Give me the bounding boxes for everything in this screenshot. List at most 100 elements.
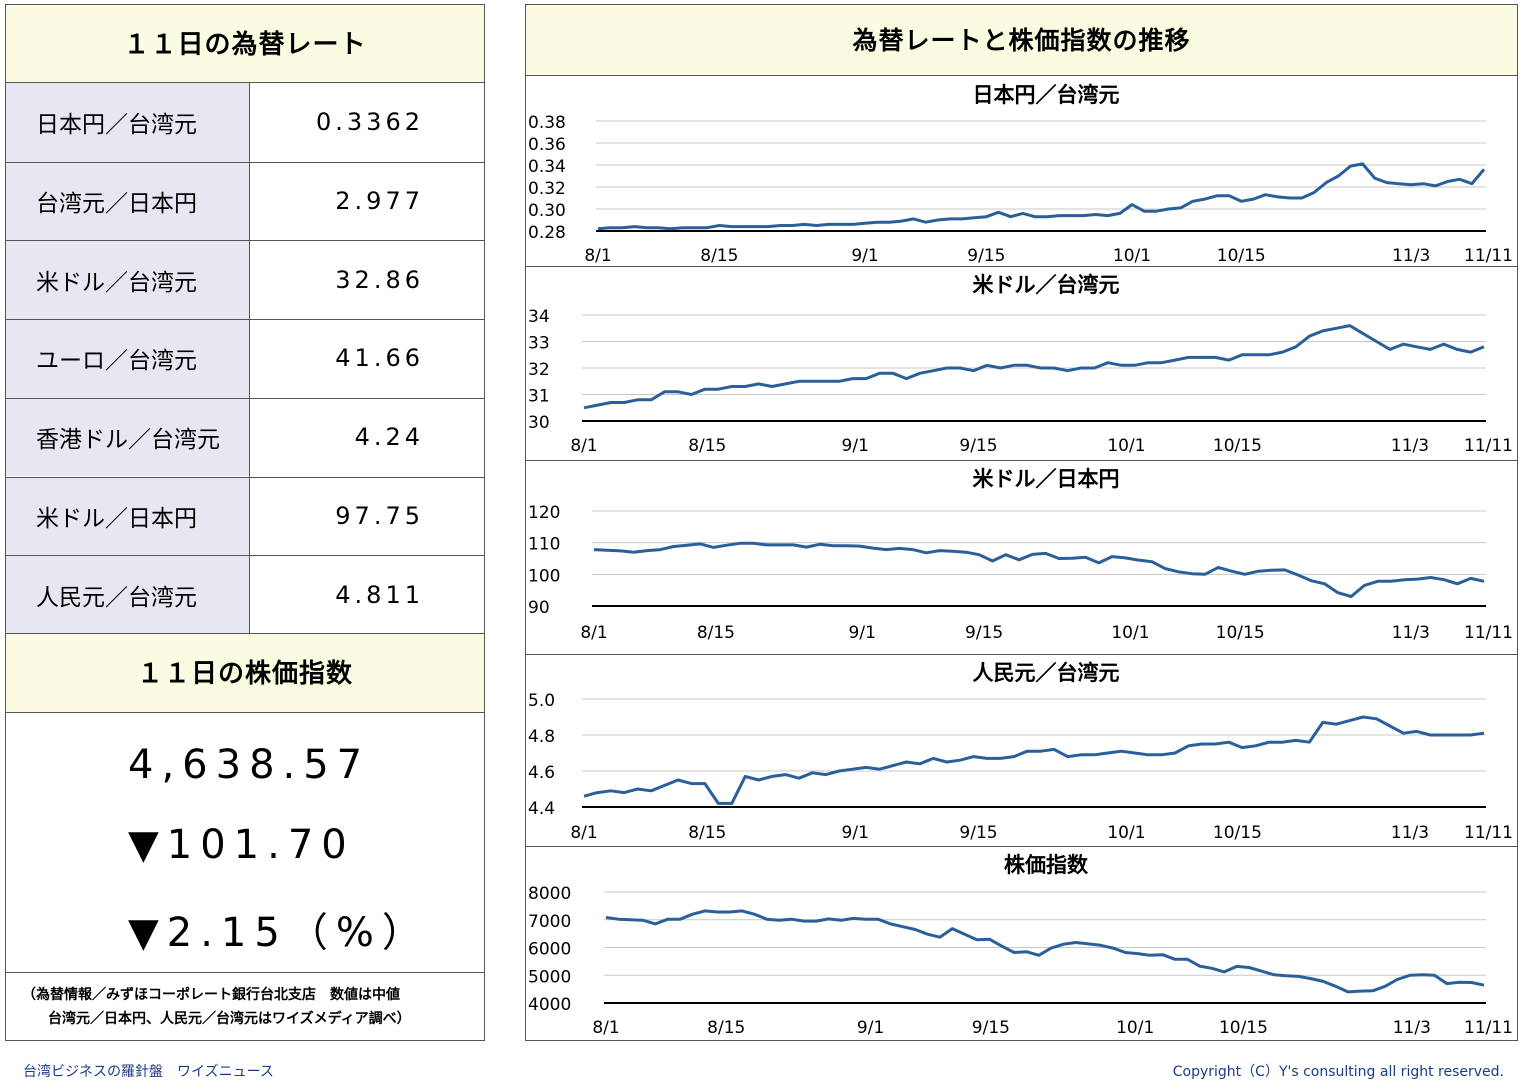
rate-value: 4.24	[354, 423, 424, 452]
x-tick-label: 11/11	[1464, 623, 1513, 643]
chart-panel	[525, 4, 1518, 1041]
stock-index-value: 4,638.57	[128, 742, 371, 788]
x-tick-label: 8/15	[700, 246, 738, 266]
rate-label: 米ドル／日本円	[6, 476, 249, 556]
x-tick-label: 9/15	[959, 823, 997, 843]
x-tick-label: 10/1	[1107, 823, 1145, 843]
x-tick-label: 8/1	[580, 623, 607, 643]
x-tick-label: 9/1	[849, 623, 876, 643]
rate-label: 人民元／台湾元	[6, 555, 249, 634]
x-tick-label: 11/3	[1392, 623, 1430, 643]
stock-title: １１日の株価指数	[6, 634, 484, 712]
x-tick-label: 9/1	[842, 436, 869, 456]
y-tick-label: 0.34	[528, 157, 566, 177]
x-tick-label: 9/1	[857, 1018, 884, 1038]
chart-title: 株価指数	[1004, 853, 1089, 877]
chart-title: 日本円／台湾元	[973, 83, 1120, 107]
stock-change-percent: ▼2.15（%）	[128, 910, 430, 956]
x-tick-label: 8/1	[592, 1018, 619, 1038]
x-tick-label: 11/11	[1464, 246, 1513, 266]
series-line	[597, 162, 1486, 231]
x-tick-label: 10/1	[1111, 623, 1149, 643]
series-line	[605, 909, 1485, 994]
divider	[6, 82, 484, 83]
rate-value: 41.66	[335, 344, 424, 373]
x-tick-label: 9/15	[967, 246, 1005, 266]
divider	[6, 972, 484, 973]
x-tick-label: 8/15	[688, 436, 726, 456]
y-tick-label: 34	[528, 307, 550, 327]
x-tick-label: 9/1	[842, 823, 869, 843]
y-tick-label: 4.4	[528, 799, 555, 819]
rate-value: 2.977	[335, 187, 424, 216]
divider	[526, 75, 1517, 76]
y-tick-label: 30	[528, 413, 550, 433]
divider	[6, 397, 484, 399]
y-tick-label: 8000	[528, 884, 571, 904]
divider	[6, 476, 484, 478]
x-tick-label: 10/1	[1116, 1018, 1154, 1038]
x-tick-label: 11/11	[1464, 1018, 1513, 1038]
series-line	[583, 715, 1485, 805]
rate-value: 32.86	[335, 265, 424, 294]
source-note-line2: 台湾元／日本円、人民元／台湾元はワイズメディア調べ）	[48, 1011, 411, 1027]
rate-value: 4.811	[335, 580, 424, 609]
x-tick-label: 8/15	[688, 823, 726, 843]
divider	[6, 712, 484, 713]
y-tick-label: 7000	[528, 912, 571, 932]
rate-label: 香港ドル／台湾元	[6, 397, 249, 477]
source-note-line1: （為替情報／みずほコーポレート銀行台北支店 数値は中値	[22, 987, 400, 1003]
y-tick-label: 0.32	[528, 179, 566, 199]
rate-value: 0.3362	[316, 108, 424, 137]
x-tick-label: 10/1	[1113, 246, 1151, 266]
y-tick-label: 100	[528, 566, 560, 586]
y-tick-label: 4000	[528, 995, 571, 1015]
x-tick-label: 10/15	[1213, 436, 1262, 456]
y-tick-label: 5000	[528, 967, 571, 987]
x-tick-label: 9/15	[959, 436, 997, 456]
x-tick-label: 10/1	[1107, 436, 1145, 456]
rates-title: １１日の為替レート	[6, 5, 484, 82]
x-tick-label: 10/15	[1217, 246, 1266, 266]
rate-label: ユーロ／台湾元	[6, 319, 249, 398]
chart-title: 人民元／台湾元	[973, 661, 1120, 685]
divider	[6, 319, 484, 321]
x-tick-label: 10/15	[1213, 823, 1262, 843]
y-tick-label: 0.36	[528, 135, 566, 155]
x-tick-label: 8/1	[584, 246, 611, 266]
chart-title: 米ドル／台湾元	[973, 273, 1120, 297]
divider	[249, 83, 250, 633]
x-tick-label: 11/3	[1391, 823, 1429, 843]
y-tick-label: 31	[528, 387, 550, 407]
chart-title: 米ドル／日本円	[973, 467, 1120, 491]
rate-label: 日本円／台湾元	[6, 83, 249, 162]
line-chart: 株価指数 4000 5000 6000 7000 8000 8/1 8/15 9/1 9/15 10…	[526, 846, 1517, 1038]
line-chart: 日本円／台湾元 0.280.300.320.340.360.38 8/1 8/15 9/…	[528, 83, 1513, 266]
y-tick-label: 0.38	[528, 113, 566, 133]
x-tick-label: 9/15	[965, 623, 1003, 643]
y-tick-label: 4.8	[528, 727, 555, 747]
x-tick-label: 9/15	[972, 1018, 1010, 1038]
line-chart: 米ドル／台湾元 30 31 32 33 34 8/1 8/15 9/1 9/15 10/1 10/15…	[526, 266, 1517, 456]
x-tick-label: 11/3	[1391, 436, 1429, 456]
x-tick-label: 8/1	[570, 823, 597, 843]
divider	[6, 555, 484, 557]
series-line	[593, 541, 1485, 598]
chart-panel-title: 為替レートと株価指数の推移	[526, 5, 1517, 75]
x-tick-label: 8/15	[707, 1018, 745, 1038]
footer-brand: 台湾ビジネスの羅針盤 ワイズニュース	[23, 1064, 274, 1080]
y-tick-label: 33	[528, 334, 550, 354]
rate-label: 台湾元／日本円	[6, 161, 249, 241]
x-tick-label: 10/15	[1219, 1018, 1268, 1038]
stock-change-value: ▼101.70	[128, 822, 355, 868]
y-tick-label: 110	[528, 535, 560, 555]
y-tick-label: 120	[528, 503, 560, 523]
x-tick-label: 8/1	[570, 436, 597, 456]
y-tick-label: 0.28	[528, 223, 566, 243]
y-tick-label: 6000	[528, 940, 571, 960]
y-tick-label: 32	[528, 360, 550, 380]
line-chart: 人民元／台湾元 4.4 4.6 4.8 5.0 8/1 8/15 9/1 9/15 10/1 10/…	[526, 654, 1517, 843]
divider	[6, 161, 484, 163]
x-tick-label: 8/15	[697, 623, 735, 643]
y-tick-label: 4.6	[528, 763, 555, 783]
